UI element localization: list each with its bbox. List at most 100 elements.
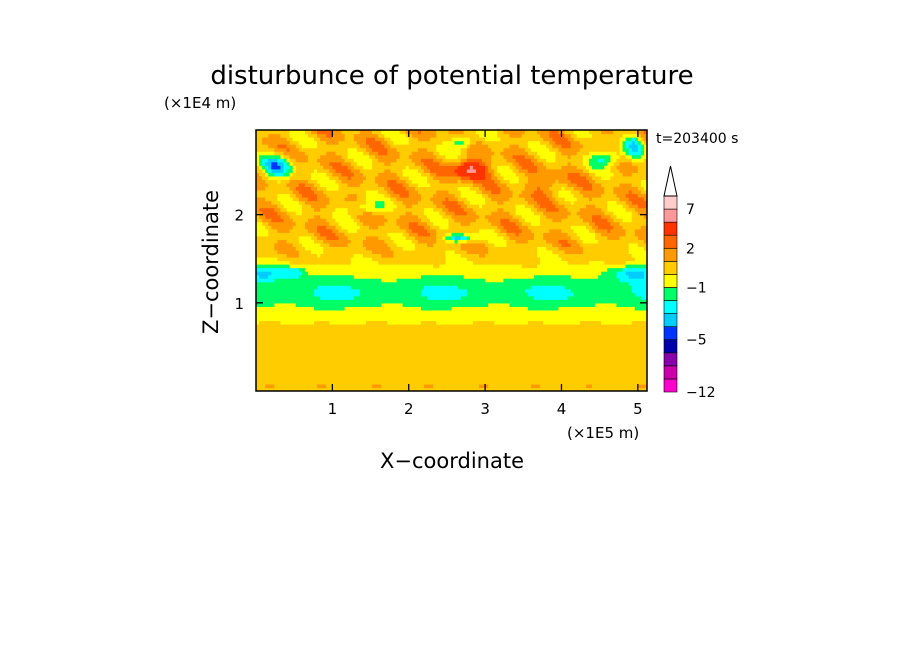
- contour-cell: [573, 130, 590, 135]
- contour-cell: [463, 140, 471, 145]
- contour-cell: [576, 133, 593, 138]
- contour-cell: [610, 221, 621, 226]
- contour-cell: [320, 253, 355, 258]
- contour-cell: [326, 151, 337, 156]
- contour-cell: [436, 239, 446, 244]
- contour-cell: [320, 182, 340, 188]
- contour-cell: [289, 133, 309, 138]
- contour-cell: [482, 182, 498, 188]
- contour-cell: [323, 189, 367, 195]
- contour-cell: [625, 228, 636, 233]
- contour-cell: [445, 232, 453, 237]
- contour-cell: [326, 172, 333, 177]
- contour-cell: [338, 182, 349, 188]
- contour-cell: [497, 225, 505, 230]
- contour-cell: [628, 197, 645, 202]
- contour-cell: [485, 278, 505, 283]
- contour-cell: [256, 200, 272, 205]
- contour-cell: [286, 168, 294, 173]
- contour-cell: [466, 168, 477, 173]
- contour-cell: [592, 214, 602, 219]
- contour-cell: [256, 274, 260, 279]
- contour-cell: [256, 376, 647, 382]
- contour-cell: [491, 197, 511, 202]
- contour-cell: [558, 253, 633, 258]
- contour-cell: [540, 133, 550, 138]
- contour-cell: [289, 161, 294, 166]
- contour-cell: [558, 207, 569, 212]
- contour-cell: [259, 172, 266, 177]
- contour-cell: [619, 147, 624, 152]
- contour-cell: [567, 182, 578, 188]
- contour-cell: [537, 165, 547, 170]
- contour-cell: [478, 383, 489, 389]
- contour-cell: [295, 168, 315, 173]
- contour-cell: [307, 158, 318, 163]
- contour-cell: [643, 147, 647, 152]
- contour-cell: [326, 225, 337, 230]
- contour-cell: [295, 193, 303, 198]
- contour-cell: [607, 235, 621, 240]
- contour-cell: [304, 246, 324, 251]
- contour-cell: [622, 172, 633, 177]
- contour-cell: [304, 267, 608, 272]
- contour-cell: [399, 214, 419, 219]
- contour-cell: [256, 267, 300, 272]
- contour-cell: [518, 168, 529, 173]
- contour-cell: [347, 165, 355, 170]
- contour-cell: [274, 151, 285, 156]
- contour-cell: [359, 168, 385, 173]
- contour-cell: [378, 182, 388, 188]
- contour-cell: [350, 256, 373, 262]
- contour-cell: [524, 130, 538, 135]
- contour-cell: [579, 214, 593, 219]
- contour-cell: [500, 221, 517, 226]
- contour-cell: [338, 140, 358, 145]
- contour-cell: [387, 182, 404, 188]
- contour-cell: [362, 165, 373, 170]
- contour-cell: [625, 207, 636, 212]
- contour-cell: [317, 197, 330, 202]
- contour-cell: [265, 172, 269, 177]
- contour-cell: [598, 239, 645, 244]
- contour-cell: [582, 158, 590, 163]
- contour-cell: [448, 197, 459, 202]
- x-axis-label: X−coordinate: [380, 449, 524, 473]
- contour-cell: [289, 147, 300, 152]
- contour-cell: [353, 295, 428, 300]
- contour-cell: [399, 193, 410, 198]
- contour-cell: [436, 144, 468, 149]
- contour-cell: [277, 228, 291, 233]
- contour-cell: [567, 207, 581, 212]
- contour-cell: [640, 147, 645, 152]
- contour-cell: [579, 242, 630, 247]
- contour-cell: [280, 165, 285, 170]
- contour-cell: [552, 189, 560, 195]
- contour-cell: [460, 161, 465, 166]
- contour-cell: [543, 189, 553, 195]
- contour-cell: [283, 168, 288, 173]
- contour-cell: [304, 221, 330, 226]
- contour-cell: [301, 271, 309, 276]
- contour-cell: [298, 267, 306, 272]
- contour-cell: [347, 151, 364, 156]
- contour-cell: [607, 207, 627, 212]
- contour-cell: [503, 130, 526, 135]
- contour-cell: [256, 369, 647, 374]
- contour-cell: [277, 239, 288, 244]
- colorbar-label: −1: [686, 280, 707, 296]
- contour-cell: [256, 207, 260, 212]
- contour-cell: [292, 242, 303, 247]
- contour-cell: [552, 249, 566, 255]
- contour-cell: [274, 278, 382, 283]
- contour-cell: [643, 158, 647, 163]
- contour-cell: [317, 235, 327, 240]
- contour-cell: [344, 306, 422, 311]
- contour-cell: [643, 274, 647, 279]
- contour-cell: [643, 214, 647, 219]
- x-tick-label: 5: [633, 400, 643, 418]
- contour-cell: [256, 256, 278, 262]
- contour-cell: [350, 285, 425, 290]
- contour-cell: [512, 154, 526, 159]
- contour-cell: [472, 182, 483, 188]
